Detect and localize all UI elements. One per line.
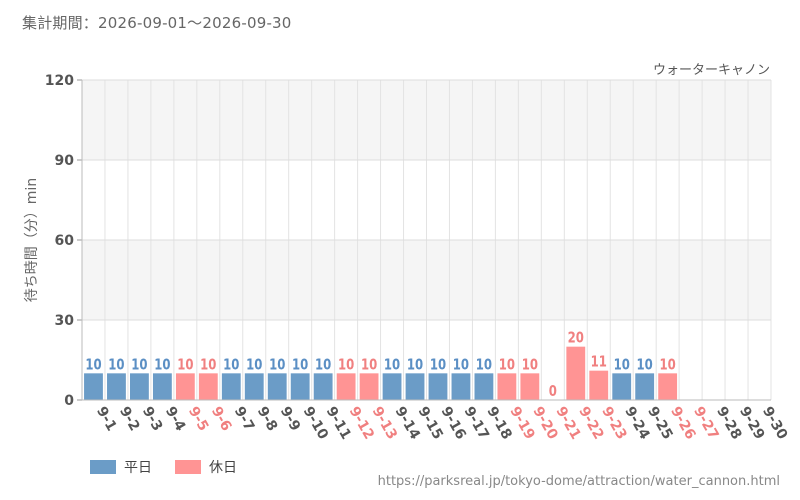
x-tick-label: 9-5 — [185, 404, 212, 434]
legend-weekday-swatch — [90, 460, 116, 474]
bar-value-label: 20 — [568, 330, 584, 347]
x-tick-label: 9-9 — [277, 404, 304, 434]
bar-value-label: 10 — [269, 357, 285, 374]
bar — [635, 373, 655, 400]
bar — [267, 373, 287, 400]
y-tick-label: 90 — [55, 153, 75, 169]
x-tick-label: 9-6 — [208, 404, 235, 434]
bar — [198, 373, 218, 400]
legend-holiday: 休日 — [175, 457, 237, 477]
bar-value-label: 0 — [549, 384, 557, 401]
bar-value-label: 11 — [591, 354, 607, 371]
x-tick-label: 9-30 — [759, 404, 791, 443]
legend-holiday-swatch — [175, 460, 201, 474]
bar-value-label: 10 — [246, 357, 262, 374]
bar — [520, 373, 540, 400]
bar-value-label: 10 — [223, 357, 239, 374]
chart-title: ウォーターキャノン — [653, 63, 770, 78]
bar — [658, 373, 678, 400]
bar-value-label: 10 — [177, 357, 193, 374]
bar — [336, 373, 356, 400]
bar-value-label: 10 — [200, 357, 216, 374]
x-tick-label: 9-8 — [254, 404, 281, 434]
bar — [244, 373, 264, 400]
bar — [451, 373, 471, 400]
x-tick-label: 9-3 — [139, 404, 166, 434]
bar-value-label: 10 — [614, 357, 630, 374]
y-tick-label: 60 — [55, 233, 75, 249]
x-tick-label: 9-1 — [93, 404, 120, 434]
bar — [152, 373, 172, 400]
source-url: https://parksreal.jp/tokyo-dome/attracti… — [377, 474, 780, 489]
bar-value-label: 10 — [384, 357, 400, 374]
bar-value-label: 10 — [315, 357, 331, 374]
bar-value-label: 10 — [154, 357, 170, 374]
y-tick-label: 0 — [64, 393, 74, 409]
bar — [566, 346, 586, 400]
bar-value-label: 10 — [407, 357, 423, 374]
bar — [428, 373, 448, 400]
x-tick-label: 9-7 — [231, 404, 258, 434]
x-tick-label: 9-2 — [116, 404, 143, 434]
y-axis-title: 待ち時間（分）min — [24, 178, 40, 302]
bar-value-label: 10 — [637, 357, 653, 374]
bar — [359, 373, 379, 400]
bar — [107, 373, 126, 400]
bar — [84, 373, 103, 400]
bar-value-label: 10 — [131, 357, 147, 374]
bar — [130, 373, 149, 400]
bar — [290, 373, 310, 400]
legend-weekday: 平日 — [90, 457, 152, 477]
bar-value-label: 10 — [499, 357, 515, 374]
bar — [382, 373, 402, 400]
bar — [221, 373, 241, 400]
legend-weekday-label: 平日 — [124, 460, 152, 476]
bar-value-label: 10 — [361, 357, 377, 374]
bar — [497, 373, 517, 400]
bar-value-label: 10 — [108, 357, 124, 374]
date-range-label: 集計期間：2026-09-01～2026-09-30 — [22, 14, 292, 32]
bar-value-label: 10 — [430, 357, 446, 374]
bar — [474, 373, 494, 400]
bar-value-label: 10 — [338, 357, 354, 374]
bar-value-label: 10 — [660, 357, 676, 374]
bar-value-label: 10 — [476, 357, 492, 374]
legend-holiday-label: 休日 — [209, 460, 237, 476]
bar-value-label: 10 — [292, 357, 308, 374]
bar — [313, 373, 333, 400]
bar — [589, 370, 609, 400]
bar — [405, 373, 425, 400]
y-tick-label: 30 — [55, 313, 75, 329]
bar-value-label: 10 — [85, 357, 101, 374]
bar-value-label: 10 — [522, 357, 538, 374]
bar-value-label: 10 — [453, 357, 469, 374]
bar — [175, 373, 195, 400]
x-tick-label: 9-4 — [162, 404, 189, 434]
y-tick-label: 120 — [45, 73, 74, 89]
bar — [612, 373, 632, 400]
